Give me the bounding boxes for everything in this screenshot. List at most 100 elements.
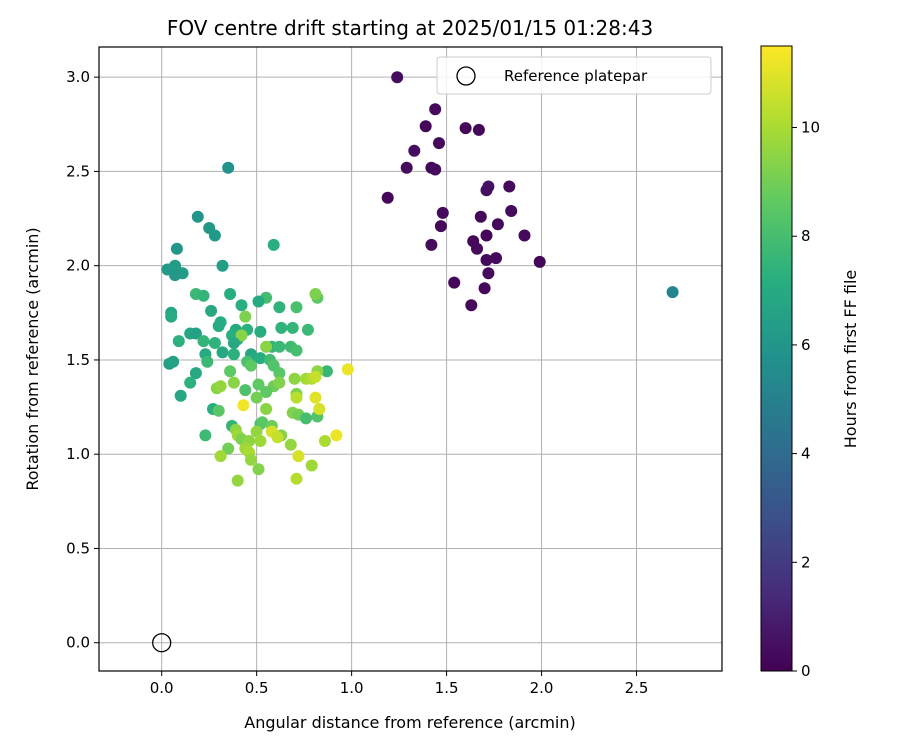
y-tick-label: 3.0 xyxy=(66,68,90,86)
data-point xyxy=(208,229,221,242)
data-point xyxy=(197,289,210,302)
data-point xyxy=(319,435,331,447)
data-point xyxy=(237,399,250,412)
data-point xyxy=(425,238,438,251)
data-point xyxy=(245,453,257,466)
data-point xyxy=(480,229,493,242)
data-point xyxy=(434,220,447,233)
data-point xyxy=(330,429,343,442)
data-point xyxy=(273,301,286,314)
data-point xyxy=(503,180,516,193)
y-tick-label: 2.5 xyxy=(66,162,90,180)
data-point xyxy=(245,359,257,372)
y-tick-label: 0.5 xyxy=(66,539,90,557)
y-tick-label: 1.5 xyxy=(66,351,90,369)
data-point xyxy=(224,365,237,378)
data-point xyxy=(491,218,504,231)
data-point xyxy=(239,310,252,323)
data-point xyxy=(222,442,235,455)
data-point xyxy=(224,288,237,300)
colorbar-gradient xyxy=(760,45,793,672)
data-point xyxy=(533,255,546,268)
colorbar-ticks: 0 2 4 6 8 10 xyxy=(792,119,820,680)
data-point xyxy=(433,137,445,150)
data-point xyxy=(284,438,297,451)
data-point xyxy=(290,391,303,404)
colorbar: 0 2 4 6 8 10 Hours from first FF file xyxy=(760,45,860,680)
reference-marker-group xyxy=(152,633,172,653)
data-point xyxy=(490,252,502,265)
data-point xyxy=(271,431,284,444)
data-point xyxy=(381,191,394,204)
data-point xyxy=(169,269,181,282)
data-point xyxy=(309,370,322,383)
data-point xyxy=(429,163,442,176)
data-point xyxy=(320,365,333,378)
data-point xyxy=(474,210,487,223)
data-point xyxy=(199,429,212,442)
data-point xyxy=(172,335,185,348)
colorbar-tick-label: 10 xyxy=(801,119,820,137)
data-point xyxy=(214,380,227,393)
data-point xyxy=(250,391,263,404)
data-point xyxy=(472,123,485,136)
data-point xyxy=(167,355,180,368)
data-point xyxy=(214,450,227,463)
data-point xyxy=(313,403,326,415)
data-point xyxy=(260,386,273,398)
data-point xyxy=(227,337,240,349)
colorbar-tick-label: 2 xyxy=(801,553,811,571)
data-point xyxy=(174,389,187,402)
data-point xyxy=(212,320,225,332)
data-point xyxy=(400,161,413,174)
data-point xyxy=(273,367,286,380)
x-tick-label: 0.0 xyxy=(150,679,174,697)
data-point xyxy=(482,267,495,280)
y-tick-label: 2.0 xyxy=(66,257,90,275)
data-point xyxy=(254,435,267,447)
data-point xyxy=(429,103,442,116)
data-point xyxy=(254,352,267,365)
data-point xyxy=(189,367,202,380)
data-point xyxy=(290,472,303,485)
data-point xyxy=(212,404,225,417)
colorbar-tick-label: 6 xyxy=(801,336,811,354)
data-point xyxy=(478,282,491,295)
data-point xyxy=(301,323,314,336)
chart-title: FOV centre drift starting at 2025/01/15 … xyxy=(167,16,653,40)
data-point xyxy=(419,120,432,133)
data-point xyxy=(252,463,265,476)
y-axis-ticks: 0.0 0.5 1.0 1.5 2.0 2.5 3.0 xyxy=(66,68,99,652)
data-point xyxy=(222,161,235,174)
x-axis-ticks: 0.0 0.5 1.0 1.5 2.0 2.5 xyxy=(150,671,648,697)
data-point xyxy=(505,205,518,217)
data-point xyxy=(436,206,449,219)
data-point xyxy=(480,254,493,266)
x-tick-label: 1.0 xyxy=(340,679,364,697)
colorbar-tick-label: 4 xyxy=(801,445,811,463)
data-point xyxy=(235,329,248,342)
data-point xyxy=(235,299,248,312)
y-axis-label: Rotation from reference (arcmin) xyxy=(23,227,42,490)
reference-platepar-marker xyxy=(152,633,172,653)
data-point xyxy=(189,327,202,340)
data-point xyxy=(273,340,286,353)
data-point xyxy=(250,425,263,438)
data-point xyxy=(205,304,218,317)
data-point xyxy=(666,286,679,299)
grid-lines xyxy=(99,47,722,671)
data-point xyxy=(309,391,322,404)
data-point xyxy=(309,288,322,300)
x-axis-label: Angular distance from reference (arcmin) xyxy=(244,713,575,732)
data-points xyxy=(161,71,679,487)
data-point xyxy=(518,229,531,242)
data-point xyxy=(391,71,404,84)
data-point xyxy=(290,344,303,357)
data-point xyxy=(165,310,178,323)
data-point xyxy=(267,238,280,251)
data-point xyxy=(290,301,303,314)
data-point xyxy=(252,378,265,391)
x-tick-label: 0.5 xyxy=(245,679,269,697)
data-point xyxy=(170,242,183,255)
